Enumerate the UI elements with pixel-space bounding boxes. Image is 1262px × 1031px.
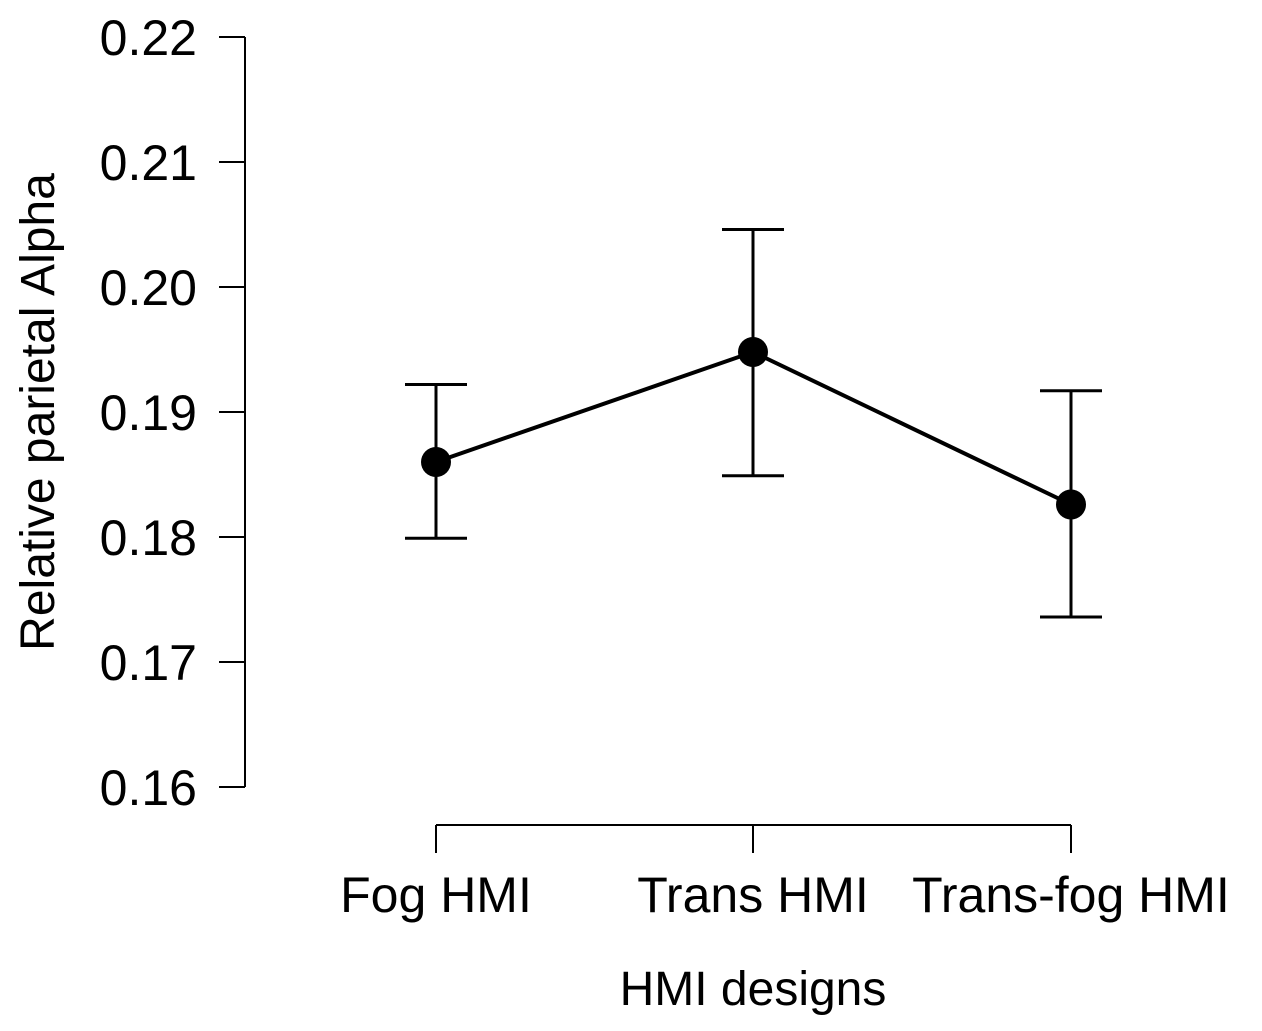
data-point xyxy=(421,447,451,477)
y-axis-title: Relative parietal Alpha xyxy=(12,173,65,651)
y-tick-label: 0.21 xyxy=(100,135,197,191)
x-tick-label: Trans-fog HMI xyxy=(912,867,1230,923)
data-point xyxy=(1056,489,1086,520)
y-tick-label: 0.20 xyxy=(100,260,197,316)
plot-area xyxy=(405,228,1102,619)
y-tick-label: 0.22 xyxy=(100,10,197,66)
y-tick-label: 0.16 xyxy=(100,760,197,816)
x-tick-label: Fog HMI xyxy=(340,867,532,923)
x-tick-label: Trans HMI xyxy=(637,867,869,923)
y-axis: 0.16 0.17 0.18 0.19 0.20 0.21 0.22 xyxy=(100,10,246,816)
x-axis: Fog HMI Trans HMI Trans-fog HMI xyxy=(340,824,1230,923)
y-tick-label: 0.19 xyxy=(100,385,197,441)
x-axis-title: HMI designs xyxy=(620,963,887,1016)
y-tick-label: 0.18 xyxy=(100,510,197,566)
data-point xyxy=(738,337,768,367)
y-tick-label: 0.17 xyxy=(100,635,197,691)
